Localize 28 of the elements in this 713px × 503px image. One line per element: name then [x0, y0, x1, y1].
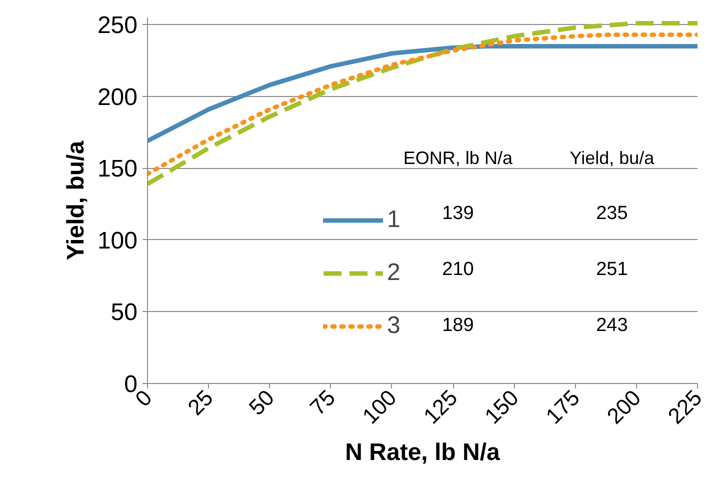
x-tick-label: 150: [480, 385, 524, 429]
x-axis-title: N Rate, lb N/a: [345, 438, 500, 466]
x-tick-label: 75: [305, 385, 340, 420]
legend-label: 2: [387, 258, 402, 288]
x-tick-label: 25: [182, 385, 218, 420]
annotation: EONR, lb N/a: [403, 148, 514, 168]
annotation: Yield, bu/a: [570, 148, 656, 168]
annotation: 189: [442, 314, 474, 336]
annotation: 210: [442, 258, 474, 280]
legend-label: 1: [387, 205, 402, 235]
y-axis-title: Yield, bu/a: [62, 140, 90, 260]
x-tick-label: 125: [418, 385, 462, 429]
y-tick-label: 250: [97, 12, 138, 40]
y-tick-label: 150: [97, 156, 138, 183]
annotation: 235: [596, 202, 628, 224]
x-tick-label: 225: [663, 385, 707, 429]
line-series: [148, 44, 698, 144]
annotation: 243: [596, 314, 628, 336]
x-tick-label: 50: [244, 385, 279, 420]
legend-label: 3: [387, 311, 402, 341]
annotation: 139: [442, 202, 474, 224]
x-tick-label: 100: [357, 385, 402, 429]
y-tick-label: 100: [97, 227, 138, 254]
annotation: 251: [596, 258, 628, 280]
y-tick-label: 50: [110, 299, 138, 326]
y-tick-label: 200: [97, 84, 138, 111]
x-tick-label: 175: [540, 385, 584, 429]
x-tick-label: 200: [602, 385, 646, 429]
